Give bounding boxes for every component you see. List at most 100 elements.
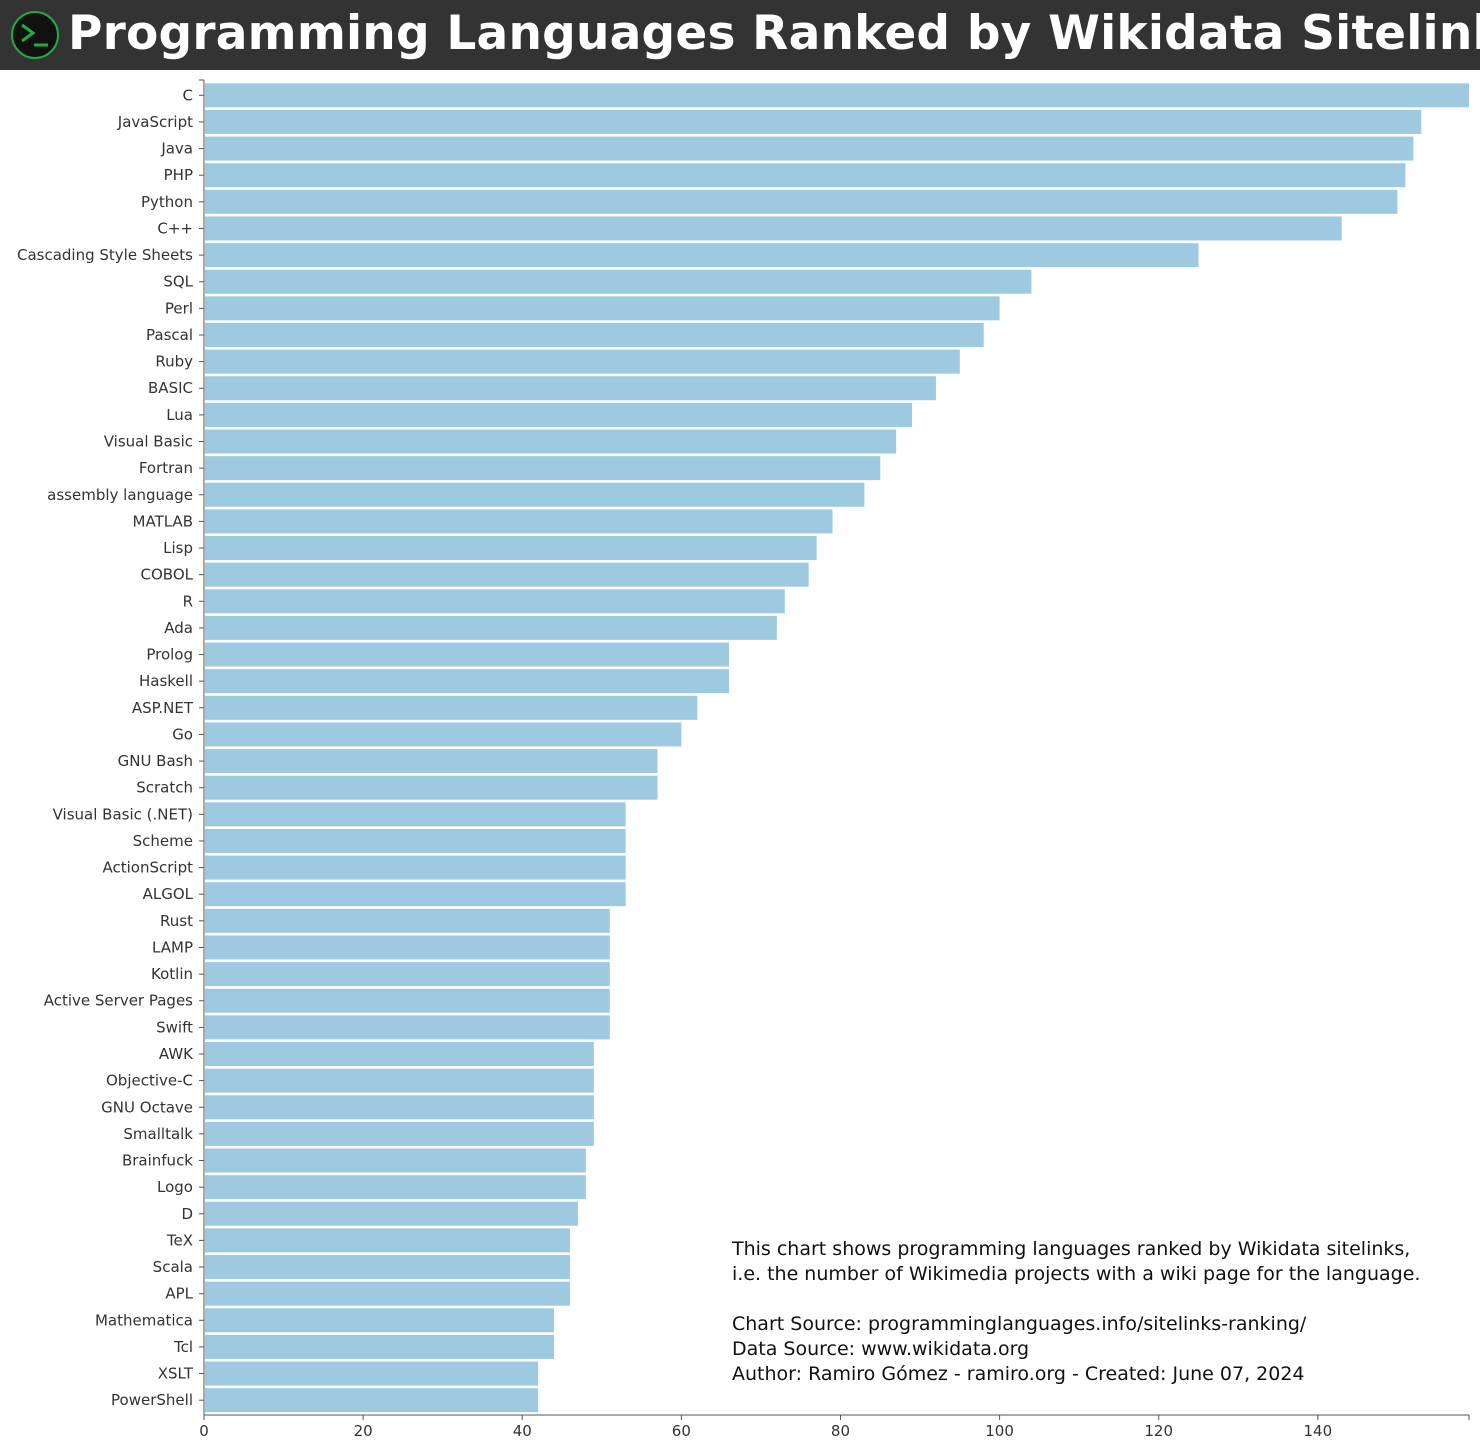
bar <box>205 908 610 933</box>
y-tick-label: BASIC <box>148 379 193 397</box>
bar <box>205 1095 594 1120</box>
x-tick-label: 140 <box>1304 1422 1333 1440</box>
bar <box>205 456 881 481</box>
y-tick-label: ASP.NET <box>132 699 194 717</box>
bar <box>205 1148 586 1173</box>
bar <box>205 669 730 694</box>
bar <box>205 109 1422 134</box>
bar <box>205 695 698 720</box>
bar <box>205 1361 539 1386</box>
y-tick-label: Smalltalk <box>123 1125 193 1143</box>
y-tick-label: C <box>183 86 193 104</box>
y-tick-label: Scheme <box>133 832 193 850</box>
bar <box>205 509 833 534</box>
bar <box>205 269 1032 294</box>
y-tick-label: ALGOL <box>143 885 194 903</box>
y-tick-label: PHP <box>164 166 193 184</box>
bar <box>205 402 913 427</box>
bar <box>205 962 610 987</box>
bar <box>205 349 960 374</box>
y-tick-label: Active Server Pages <box>44 992 193 1010</box>
y-tick-label: Lua <box>166 406 193 424</box>
y-tick-label: TeX <box>166 1231 193 1249</box>
x-tick-label: 120 <box>1144 1422 1173 1440</box>
y-tick-label: MATLAB <box>133 512 193 530</box>
y-tick-label: Mathematica <box>95 1311 193 1329</box>
note-line: This chart shows programming languages r… <box>732 1238 1411 1260</box>
y-tick-label: PowerShell <box>111 1391 193 1409</box>
bar <box>205 828 626 853</box>
bar <box>205 722 682 747</box>
y-tick-label: APL <box>165 1285 193 1303</box>
y-tick-label: Prolog <box>146 646 193 664</box>
y-tick-label: R <box>183 592 193 610</box>
bar <box>205 749 658 774</box>
y-tick-label: Brainfuck <box>122 1152 193 1170</box>
y-tick-label: Ada <box>164 619 193 637</box>
chart-source: Chart Source: programminglanguages.info/… <box>732 1313 1307 1335</box>
bar <box>205 935 610 960</box>
bar <box>205 1255 570 1280</box>
y-tick-label: Pascal <box>146 326 193 344</box>
y-tick-label: Visual Basic <box>104 433 193 451</box>
bar <box>205 1334 555 1359</box>
bar <box>205 296 1000 321</box>
y-tick-label: SQL <box>163 273 193 291</box>
bar <box>205 615 777 640</box>
x-tick-label: 0 <box>199 1422 209 1440</box>
y-tick-label: Fortran <box>139 459 193 477</box>
bar <box>205 1308 555 1333</box>
y-tick-label: GNU Bash <box>118 752 193 770</box>
bar <box>205 1228 570 1253</box>
y-tick-label: Ruby <box>155 353 193 371</box>
y-tick-label: XSLT <box>158 1365 194 1383</box>
bar <box>205 1121 594 1146</box>
y-tick-label: GNU Octave <box>101 1098 193 1116</box>
bar <box>205 243 1199 268</box>
x-tick-label: 60 <box>672 1422 691 1440</box>
bar <box>205 802 626 827</box>
bar <box>205 1015 610 1040</box>
y-tick-label: Scratch <box>136 779 193 797</box>
bar <box>205 482 865 507</box>
y-tick-label: Visual Basic (.NET) <box>53 805 193 823</box>
y-tick-label: Logo <box>157 1178 193 1196</box>
bar <box>205 83 1469 108</box>
bar <box>205 1068 594 1093</box>
bar <box>205 376 936 401</box>
bar <box>205 136 1414 161</box>
y-tick-label: D <box>181 1205 193 1223</box>
note-line: i.e. the number of Wikimedia projects wi… <box>732 1263 1421 1285</box>
y-tick-label: Cascading Style Sheets <box>17 246 193 264</box>
bar <box>205 1388 539 1413</box>
bar <box>205 589 785 614</box>
y-tick-label: ActionScript <box>103 859 194 877</box>
chart-description: This chart shows programming languages r… <box>732 1237 1420 1387</box>
x-tick-label: 40 <box>513 1422 532 1440</box>
bar <box>205 1175 586 1200</box>
y-tick-label: Go <box>172 725 193 743</box>
bar <box>205 775 658 800</box>
y-tick-label: Objective-C <box>106 1072 193 1090</box>
bar <box>205 216 1342 241</box>
bar <box>205 429 897 454</box>
y-tick-label: LAMP <box>152 938 193 956</box>
note-spacer <box>732 1287 1420 1312</box>
y-tick-label: Swift <box>156 1018 193 1036</box>
bar <box>205 189 1398 214</box>
terminal-prompt-icon <box>11 11 59 59</box>
page-title: Programming Languages Ranked by Wikidata… <box>68 6 1480 61</box>
bar <box>205 988 610 1013</box>
chart-header: Programming Languages Ranked by Wikidata… <box>0 0 1480 70</box>
y-tick-label: Tcl <box>173 1338 193 1356</box>
bar <box>205 855 626 880</box>
x-tick-label: 100 <box>985 1422 1014 1440</box>
bar <box>205 1281 570 1306</box>
bar <box>205 163 1406 188</box>
bar-chart: C JavaScript Java PHP Python C++ Cascading Sty… <box>17 79 1470 1440</box>
bar <box>205 642 730 667</box>
data-source: Data Source: www.wikidata.org <box>732 1338 1030 1360</box>
x-tick-label: 20 <box>354 1422 373 1440</box>
bar <box>205 1201 578 1226</box>
y-tick-label: COBOL <box>141 566 194 584</box>
